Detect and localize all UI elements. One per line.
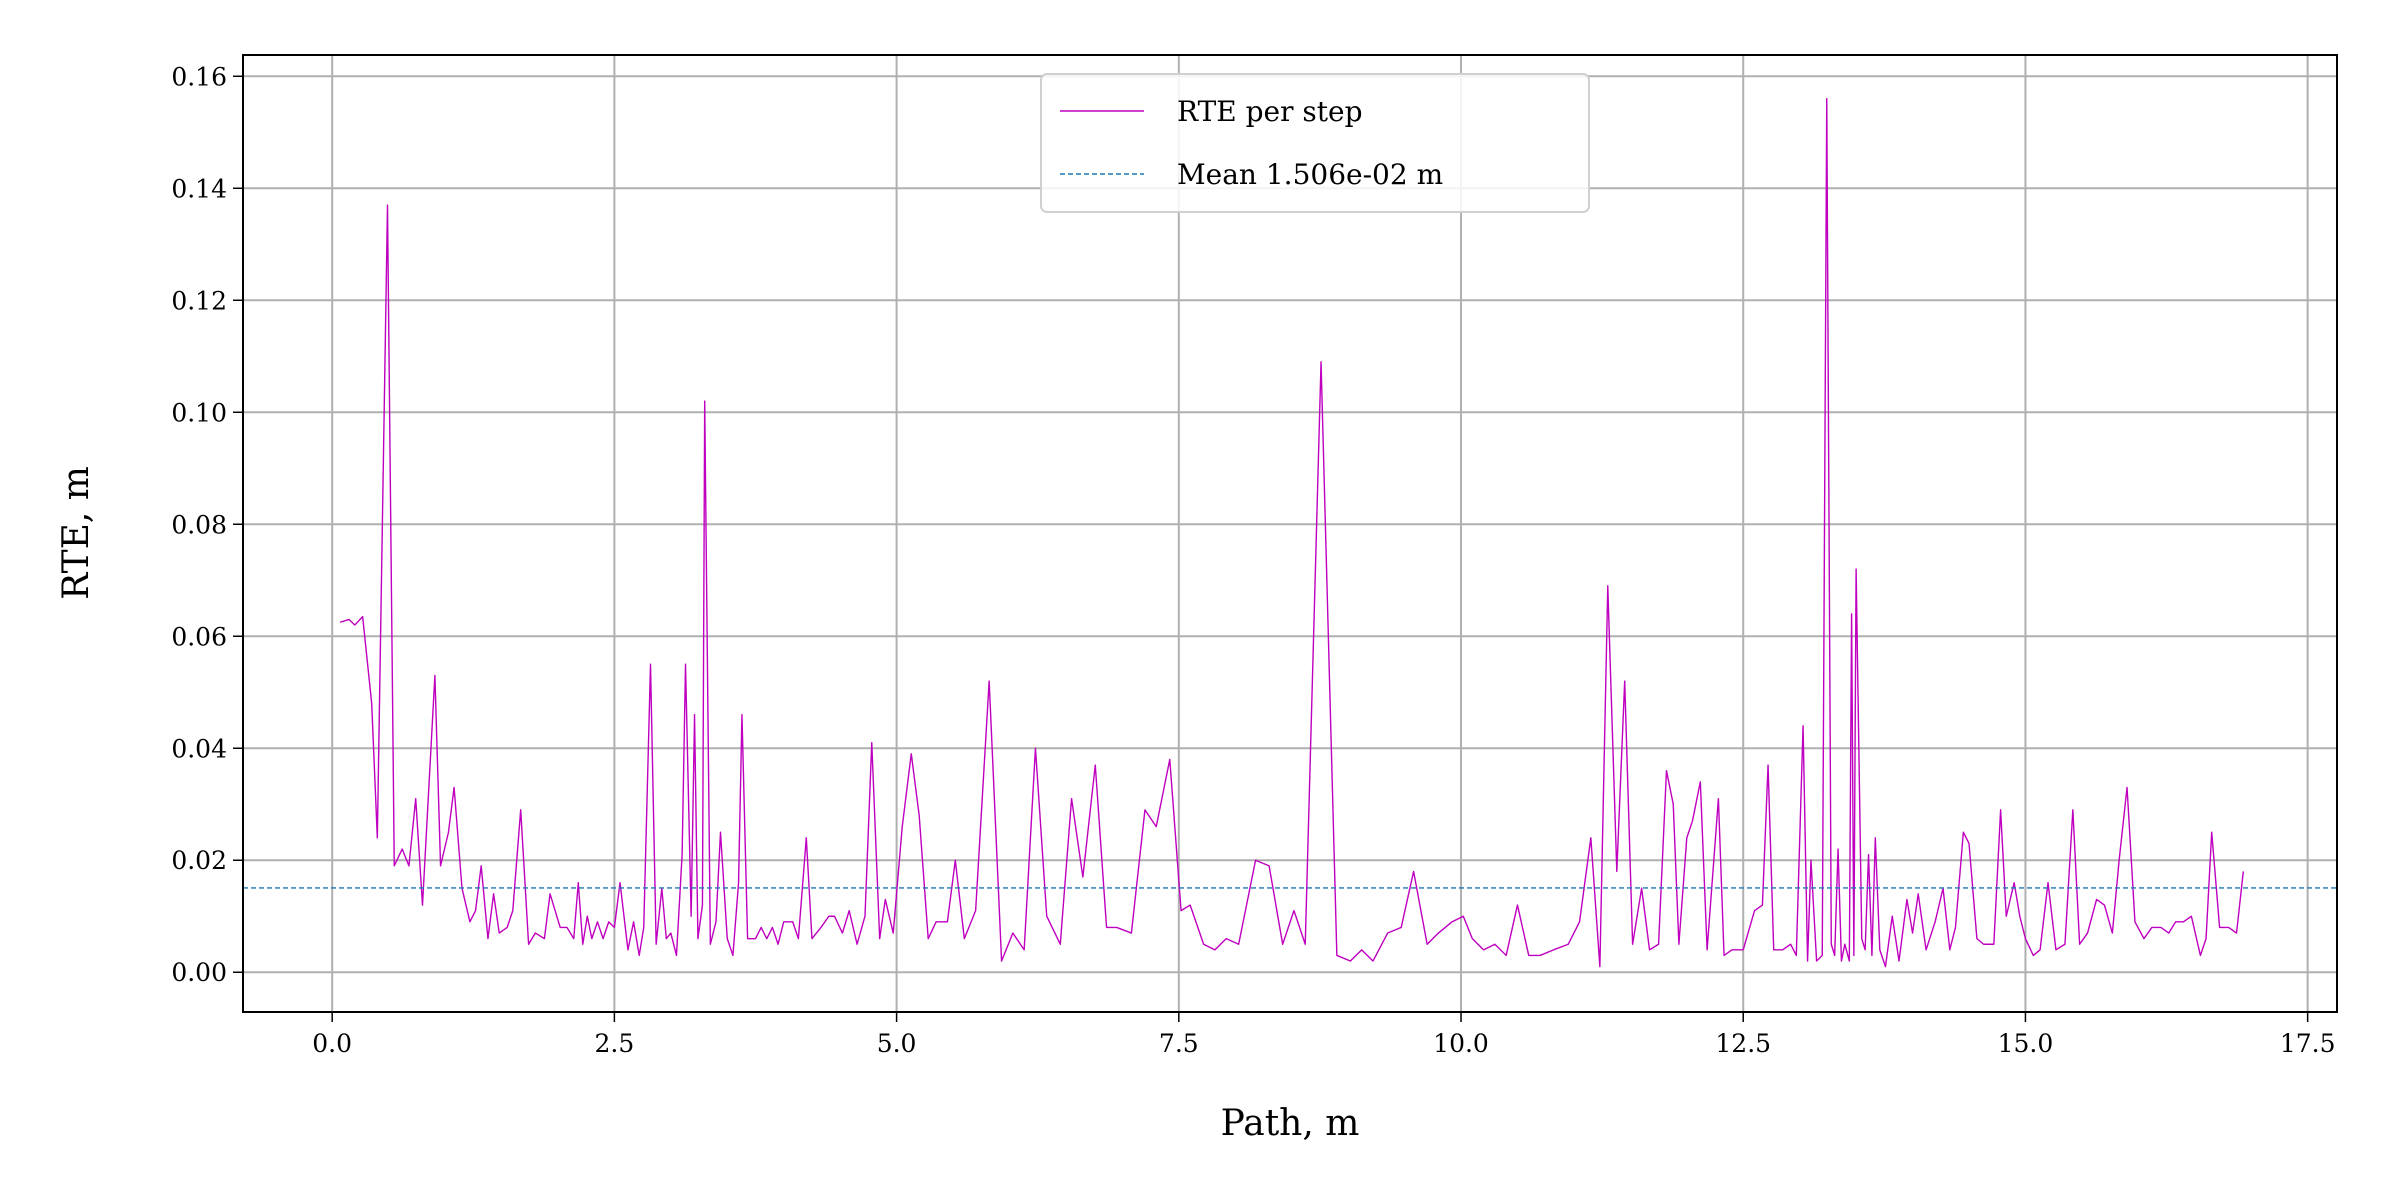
y-tick-label: 0.08: [171, 510, 227, 539]
x-tick-label: 12.5: [1715, 1029, 1771, 1058]
x-tick-label: 5.0: [877, 1029, 917, 1058]
y-tick-label: 0.10: [171, 398, 227, 427]
legend-label: RTE per step: [1177, 95, 1363, 128]
y-axis-label: RTE, m: [56, 466, 97, 600]
x-axis-label: Path, m: [1221, 1103, 1360, 1144]
x-tick-label: 0.0: [312, 1029, 352, 1058]
y-tick-label: 0.00: [171, 958, 227, 987]
axes-frame: [242, 54, 2338, 1013]
plot-area: [243, 97, 2337, 968]
legend-label: Mean 1.506e-02 m: [1177, 158, 1443, 191]
data-line: [339, 97, 2245, 968]
legend: RTE per step Mean 1.506e-02 m: [1040, 73, 1590, 213]
grid: [243, 55, 2337, 1012]
y-tick-label: 0.14: [171, 174, 227, 203]
legend-box: [1040, 73, 1590, 213]
y-tick-label: 0.02: [171, 846, 227, 875]
x-tick-label: 2.5: [595, 1029, 635, 1058]
y-tick-label: 0.06: [171, 622, 227, 651]
x-tick-label: 15.0: [1998, 1029, 2054, 1058]
x-tick-label: 10.0: [1433, 1029, 1489, 1058]
x-tick-label: 17.5: [2280, 1029, 2336, 1058]
y-tick-label: 0.12: [171, 286, 227, 315]
x-tick-label: 7.5: [1159, 1029, 1199, 1058]
y-tick-label: 0.04: [171, 734, 227, 763]
axes: 0.0 2.5 5.0 7.5 10.0 12.5 15.0 17.5 0.00 0.02 0.04…: [171, 54, 2338, 1058]
y-tick-label: 0.16: [171, 62, 227, 91]
